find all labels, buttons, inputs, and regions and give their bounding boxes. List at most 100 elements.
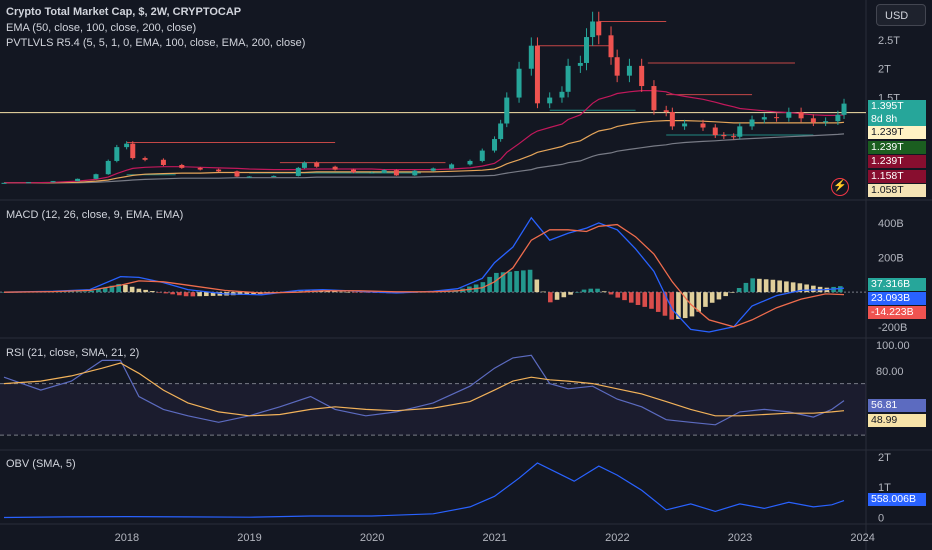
candle-body <box>504 97 510 124</box>
macd-histogram-bar <box>588 288 594 293</box>
price-value-badge: 1.239T <box>868 155 926 168</box>
candle-body <box>841 103 847 115</box>
candle-body <box>663 110 669 112</box>
candle-body <box>577 62 583 66</box>
candle-body <box>26 182 32 184</box>
macd-histogram-bar <box>804 284 809 293</box>
macd-histogram-bar <box>548 292 553 303</box>
candle-body <box>516 68 522 98</box>
macd-histogram-bar <box>89 290 94 293</box>
macd-histogram-bar <box>649 292 654 309</box>
macd-histogram-bar <box>116 283 121 293</box>
candle-body <box>479 150 485 161</box>
macd-histogram-bar <box>514 271 519 293</box>
price-value-badge: 1.239T <box>868 141 926 154</box>
macd-histogram-bar <box>797 283 803 293</box>
macd-histogram-bar <box>622 292 627 301</box>
macd-histogram-bar <box>770 279 776 293</box>
candle-body <box>731 136 737 138</box>
currency-button[interactable]: USD <box>876 4 926 26</box>
candle-body <box>216 169 222 172</box>
candle-body <box>596 21 602 36</box>
candle-body <box>810 118 816 123</box>
candle-body <box>449 164 455 169</box>
candle-body <box>381 170 387 173</box>
macd-histogram-bar <box>689 292 695 317</box>
time-axis-label: 2020 <box>360 532 384 544</box>
macd-histogram-bar <box>736 287 742 293</box>
candle-body <box>835 114 841 122</box>
macd-histogram-bar <box>298 290 304 293</box>
obv-value-badge: 558.006B <box>868 493 926 506</box>
macd-value-badge: 37.316B <box>868 278 926 291</box>
macd-histogram-bar <box>500 272 506 293</box>
rsi-band-fill <box>0 383 866 436</box>
flash-icon[interactable]: ⚡ <box>831 178 849 196</box>
macd-histogram-bar <box>541 291 546 293</box>
time-axis-label: 2019 <box>237 532 261 544</box>
candle-body <box>639 65 645 87</box>
candle-body <box>393 170 399 176</box>
macd-histogram-bar <box>352 292 358 293</box>
macd-axis-tick: 200B <box>878 253 904 265</box>
candle-body <box>583 37 589 63</box>
candle-body <box>700 123 706 128</box>
macd-histogram-bar <box>507 271 513 293</box>
candle-body <box>1 182 7 184</box>
macd-histogram-bar <box>838 286 843 293</box>
macd-histogram-bar <box>534 279 540 293</box>
macd-histogram-bar <box>170 292 175 295</box>
macd-axis-tick: 400B <box>878 218 904 230</box>
candle-body <box>295 167 301 176</box>
candle-body <box>798 111 804 119</box>
main-price-pane <box>0 11 866 184</box>
candle-body <box>430 168 436 171</box>
macd-histogram-bar <box>763 279 769 293</box>
macd-histogram-bar <box>790 282 796 293</box>
price-value-badge: 1.158T <box>868 170 926 183</box>
macd-histogram-bar <box>595 288 600 293</box>
obv-axis-tick: 2T <box>878 452 891 464</box>
macd-histogram-bar <box>123 284 128 293</box>
macd-histogram-bar <box>156 292 162 293</box>
macd-histogram-bar <box>574 292 580 293</box>
candle-body <box>614 57 620 76</box>
candle-body <box>412 170 418 176</box>
candle-body <box>75 178 81 182</box>
macd-histogram-bar <box>601 291 607 293</box>
macd-histogram-bar <box>204 292 209 297</box>
macd-histogram-bar <box>757 278 762 293</box>
candle-body <box>721 135 727 137</box>
price-value-badge: 1.058T <box>868 184 926 197</box>
macd-histogram-bar <box>190 292 196 297</box>
macd-histogram-bar <box>494 272 499 293</box>
pvt-indicator-label[interactable]: PVTLVLS R5.4 (5, 5, 1, 0, EMA, 100, clos… <box>6 37 306 49</box>
macd-histogram-bar <box>210 292 216 296</box>
time-axis-label: 2021 <box>483 532 507 544</box>
candle-body <box>197 167 203 170</box>
rsi-title[interactable]: RSI (21, close, SMA, 21, 2) <box>6 347 140 359</box>
macd-title[interactable]: MACD (12, 26, close, 9, EMA, EMA) <box>6 209 184 221</box>
obv-line <box>3 462 845 519</box>
candle-body <box>498 123 504 140</box>
macd-histogram-bar <box>682 292 688 319</box>
time-axis-label: 2022 <box>605 532 629 544</box>
rsi-line <box>3 354 845 426</box>
ema-indicator-label[interactable]: EMA (50, close, 100, close, 200, close) <box>6 22 197 34</box>
ema100-line <box>4 120 845 184</box>
macd-histogram-bar <box>237 292 243 295</box>
obv-title[interactable]: OBV (SMA, 5) <box>6 458 76 470</box>
candle-body <box>124 143 130 148</box>
candle-body <box>626 65 632 76</box>
macd-histogram-bar <box>365 292 371 293</box>
macd-histogram-bar <box>561 292 567 298</box>
price-axis-tick: 2T <box>878 64 891 76</box>
obv-pane <box>3 462 845 519</box>
macd-histogram-bar <box>777 280 782 293</box>
macd-histogram-bar <box>696 292 702 312</box>
macd-value-badge: -14.223B <box>868 306 926 319</box>
macd-histogram-bar <box>750 278 755 293</box>
ema200-line <box>4 133 845 184</box>
